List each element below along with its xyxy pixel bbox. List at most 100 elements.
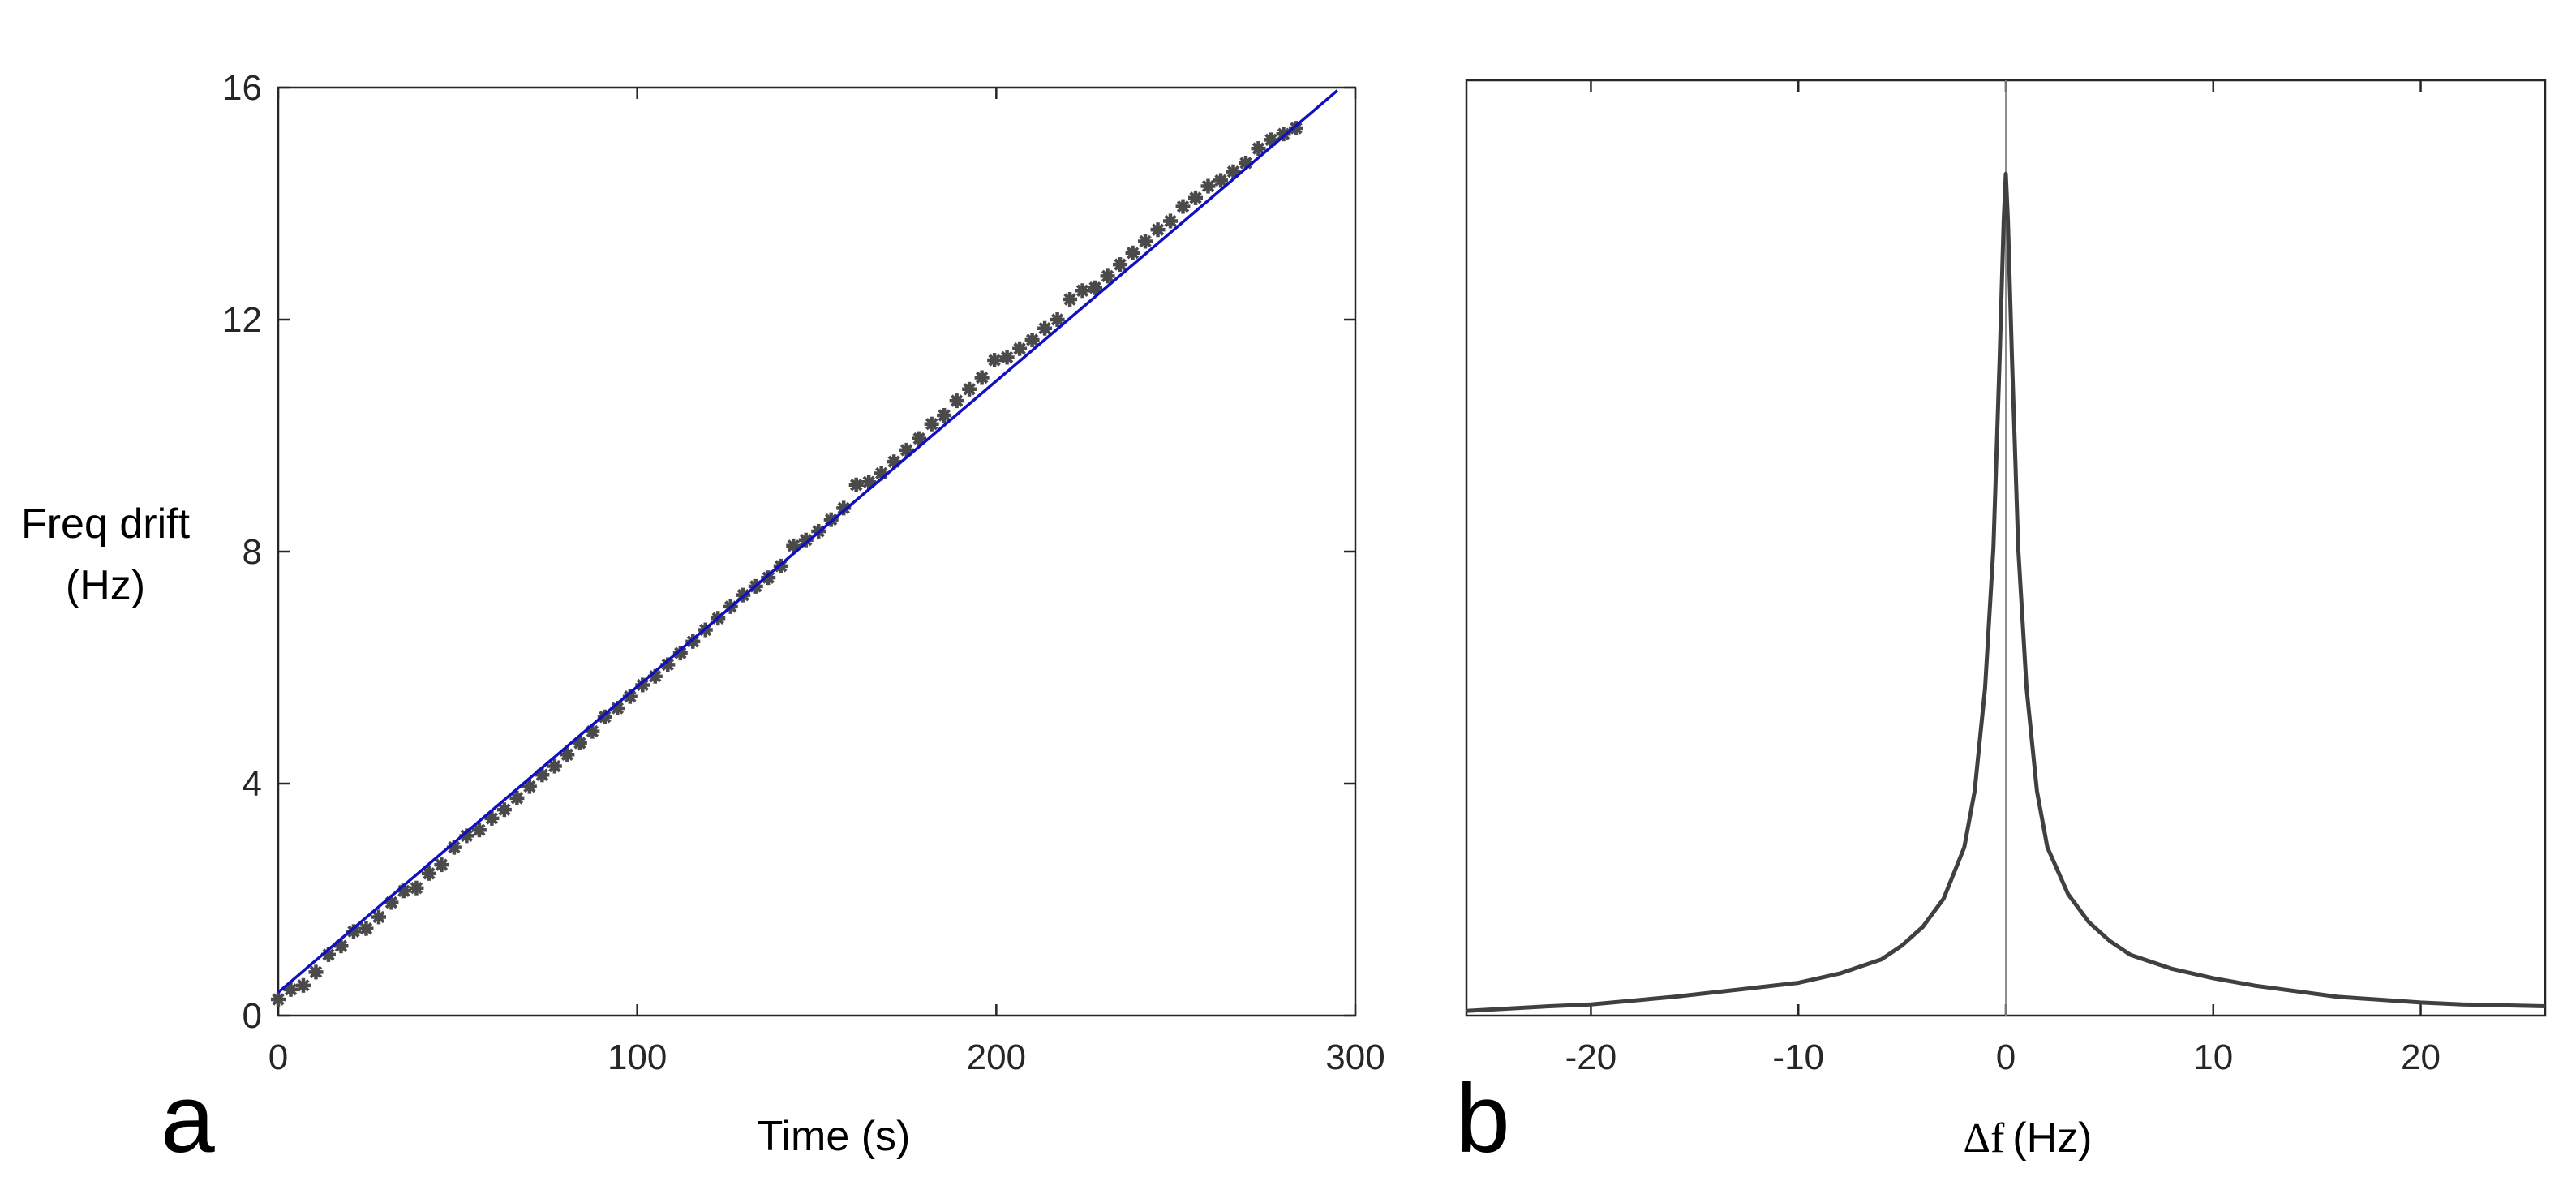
x-tick-label-a: 300 [1325,1037,1385,1077]
data-point-a [937,407,952,423]
asterisk-stroke [510,792,524,805]
asterisk-stroke [498,803,511,816]
asterisk-stroke [1201,179,1215,193]
data-point-a [1075,283,1090,299]
x-tick-label-a: 200 [967,1037,1026,1077]
asterisk-stroke [912,432,925,445]
asterisk-stroke [1189,191,1202,204]
y-axis-title-a-line1: Freq drift [21,500,191,548]
data-point-a [1213,173,1228,188]
tick-labels-a: 0 100 200 300 0 4 8 12 16 [222,68,1385,1077]
asterisk-stroke [297,979,310,992]
asterisk-stroke [611,702,625,715]
asterisk-stroke [1063,293,1076,306]
panel-letter-a: a [161,1064,215,1173]
asterisk-stroke [272,993,285,1006]
data-point-a [1163,213,1179,229]
data-point-a [1263,132,1278,148]
data-point-a [622,689,638,704]
asterisk-stroke [887,455,900,468]
data-point-a [987,353,1002,368]
panel-a: 0 100 200 300 0 4 8 12 16 Time (s) Freq drift (H… [21,68,1385,1173]
asterisk-stroke [586,724,599,738]
asterisk-stroke [1164,214,1177,228]
asterisk-stroke [1025,333,1039,346]
asterisk-stroke [1264,133,1277,147]
asterisk-stroke [1139,234,1152,248]
data-point-a [597,709,612,724]
asterisk-stroke [1151,223,1165,236]
data-point-a [1063,291,1078,307]
asterisk-stroke [322,948,335,961]
x-axis-title-b-symbol: Δf [1964,1115,2005,1162]
data-point-a [1200,178,1216,194]
y-axis-title-a-line2: (Hz) [66,562,145,609]
data-point-a [1024,333,1040,348]
y-tick-label-a: 8 [243,532,262,572]
asterisk-stroke [548,759,561,773]
data-point-a [999,350,1015,365]
asterisk-stroke [636,678,650,692]
data-point-a [798,532,814,548]
fit-line [277,89,1339,994]
data-point-a [1113,257,1128,273]
data-point-a [295,977,311,993]
asterisk-stroke [800,533,813,547]
data-point-a [1037,320,1053,336]
asterisk-stroke [384,896,398,909]
data-markers-a [271,121,1303,1007]
asterisk-stroke [938,409,951,422]
asterisk-stroke [975,371,989,384]
asterisk-stroke [599,711,612,724]
data-point-a [409,880,424,896]
asterisk-stroke [523,780,536,793]
asterisk-stroke [397,884,410,897]
asterisk-stroke [963,383,976,396]
data-point-a [434,857,449,873]
y-tick-label-a: 12 [222,300,262,340]
asterisk-stroke [410,881,423,895]
asterisk-stroke [649,670,662,683]
y-tick-label-a: 4 [243,764,262,804]
asterisk-stroke [1252,142,1265,155]
data-point-a [547,758,562,774]
data-point-a [924,416,939,432]
x-tick-label-b: -10 [1772,1037,1824,1077]
data-point-a [509,790,525,805]
asterisk-stroke [1038,322,1051,335]
asterisk-stroke [862,475,875,488]
plot-area-a-frame [277,86,1357,1017]
data-point-a [786,538,801,553]
asterisk-stroke [460,829,474,843]
asterisk-stroke [661,658,675,672]
asterisk-stroke [573,737,586,750]
panel-b: -20 -10 0 10 20 Δf (Hz) b [1456,79,2547,1173]
asterisk-stroke [1088,281,1101,294]
data-point-a [572,735,587,750]
y-tick-label-a: 16 [222,68,262,108]
data-point-a [962,381,977,397]
x-tick-label-b: 20 [2401,1037,2441,1077]
data-point-a [1088,280,1103,295]
data-point-a [333,939,349,954]
asterisk-stroke [309,965,323,979]
asterisk-stroke [448,840,461,854]
asterisk-stroke [1126,247,1140,260]
asterisk-stroke [1214,174,1227,187]
x-axis-title-b: Δf (Hz) [1964,1115,2093,1162]
asterisk-stroke [1290,122,1303,135]
data-point-a [421,866,436,881]
asterisk-stroke [485,812,499,825]
data-point-a [861,475,877,490]
data-point-a [1150,222,1166,238]
data-point-a [371,909,386,925]
data-point-a [535,767,550,783]
asterisk-stroke [624,690,637,703]
tick-labels-b: -20 -10 0 10 20 [1565,1037,2441,1077]
asterisk-stroke [1050,313,1064,326]
x-axis-title-a: Time (s) [758,1113,911,1160]
data-point-a [560,747,575,762]
data-point-a [1100,268,1115,284]
asterisk-stroke [560,748,574,761]
asterisk-stroke [1114,258,1127,271]
